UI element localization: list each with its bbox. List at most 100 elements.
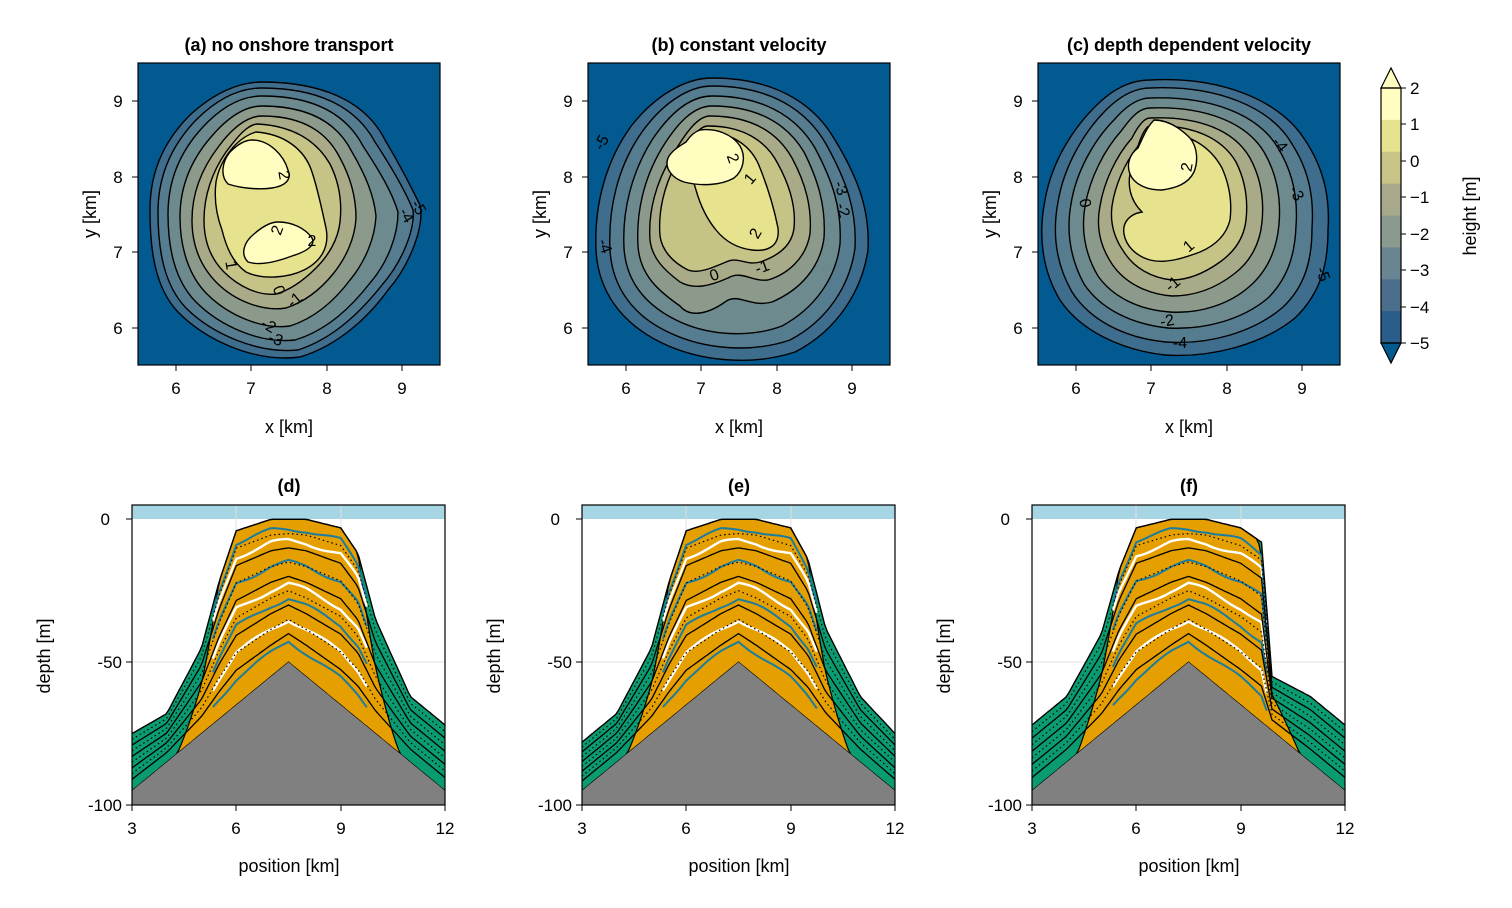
layer-boundary bbox=[1032, 604, 1345, 765]
panel-d-section bbox=[132, 505, 445, 805]
panel-d-streaks bbox=[211, 527, 368, 708]
contour-level-p2 bbox=[666, 128, 745, 186]
colorbar-band bbox=[1381, 247, 1401, 280]
colorbar-tick-label: −4 bbox=[1410, 298, 1429, 317]
colorbar-tick-label: −2 bbox=[1410, 225, 1429, 244]
panel-a-xtick-label: 7 bbox=[246, 379, 255, 398]
sediment-streak bbox=[1111, 598, 1268, 675]
panel-a-xtick-label: 6 bbox=[171, 379, 180, 398]
colorbar-band bbox=[1381, 151, 1401, 185]
layer-boundary bbox=[1032, 547, 1345, 739]
panel-d-xtick-label: 6 bbox=[231, 819, 240, 838]
panel-f-x-axis: 3 6 9 12 position [km] bbox=[1027, 805, 1354, 876]
sediment-streak bbox=[1111, 527, 1268, 619]
panel-f-xtick-label: 3 bbox=[1027, 819, 1036, 838]
panel-b-y-axis: 6 7 8 9 y [km] bbox=[530, 92, 588, 338]
panel-b-x-axis: 6 7 8 9 x [km] bbox=[621, 365, 857, 437]
layer-boundary-dotted bbox=[132, 590, 445, 763]
sediment-streak bbox=[211, 558, 368, 640]
panel-f: (f) 3 6 9 12 position [km] 0 -50 -100 bbox=[934, 476, 1354, 876]
panel-b-title: (b) constant velocity bbox=[651, 35, 826, 55]
panel-c-ytick-label: 8 bbox=[1013, 168, 1022, 187]
panel-b-contour-label: -4 bbox=[594, 237, 615, 256]
panel-e-ytick-label: -50 bbox=[547, 653, 572, 672]
layer-boundary bbox=[132, 632, 445, 780]
colorbar-band bbox=[1381, 279, 1401, 312]
panel-a-xtick-label: 9 bbox=[397, 379, 406, 398]
panel-c-xtick-label: 6 bbox=[1071, 379, 1080, 398]
panel-d-xtick-label: 9 bbox=[336, 819, 345, 838]
sediment-streak bbox=[662, 640, 818, 709]
panel-c-xtick-label: 9 bbox=[1297, 379, 1306, 398]
surface-line bbox=[132, 518, 445, 735]
colorbar-band bbox=[1381, 88, 1401, 121]
panel-a-map: 2 2 2 1 0 -1 -2 -3 -4 -5 bbox=[138, 63, 440, 365]
panel-b: (b) constant velocity 2 1 2 0 -1 -2 -3 -… bbox=[530, 35, 891, 437]
layer-boundary bbox=[582, 547, 895, 753]
layer-boundary bbox=[582, 575, 895, 763]
contour-level-p2a bbox=[222, 139, 290, 190]
surface-line bbox=[582, 518, 895, 743]
panel-d: (d) 3 6 9 12 position [km] 0 -50 -100 bbox=[34, 476, 454, 876]
contour-level-p2b bbox=[243, 221, 314, 265]
colorbar-ticks: 2 1 0 −1 −2 −3 −4 −5 bbox=[1401, 79, 1429, 353]
panel-d-title: (d) bbox=[278, 476, 301, 496]
colorbar-tick-label: 1 bbox=[1410, 115, 1419, 134]
panel-f-ytick-label: -50 bbox=[997, 653, 1022, 672]
layer-boundary bbox=[132, 604, 445, 769]
sediment-streak bbox=[661, 598, 818, 673]
panel-f-frame bbox=[1031, 504, 1346, 806]
panel-a-contour-label: 2 bbox=[308, 233, 317, 250]
panel-c-frame bbox=[1037, 62, 1341, 366]
panel-b-xlabel: x [km] bbox=[715, 417, 763, 437]
panel-f-ylabel: depth [m] bbox=[934, 618, 954, 693]
panel-c-xlabel: x [km] bbox=[1165, 417, 1213, 437]
panel-b-ytick-label: 8 bbox=[563, 168, 572, 187]
layer-boundary bbox=[1032, 575, 1345, 752]
panel-b-frame bbox=[587, 62, 891, 366]
panel-d-water bbox=[132, 505, 445, 519]
panel-b-contour-label: -3 bbox=[830, 179, 851, 198]
panel-c-y-axis: 6 7 8 9 y [km] bbox=[980, 92, 1038, 338]
colorbar-label: height [m] bbox=[1460, 176, 1480, 255]
panel-e-layers bbox=[582, 518, 895, 782]
panel-b-xtick-label: 7 bbox=[696, 379, 705, 398]
panel-f-streaks bbox=[1111, 527, 1268, 712]
panel-c-contour-label: 0 bbox=[1075, 197, 1093, 209]
panel-e-frame bbox=[581, 504, 896, 806]
sediment-streak bbox=[661, 581, 818, 659]
panel-d-ytick-label: -50 bbox=[97, 653, 122, 672]
sediment-streak bbox=[212, 640, 368, 708]
sediment-streak bbox=[1111, 558, 1268, 643]
panel-b-xtick-label: 6 bbox=[621, 379, 630, 398]
colorbar-band bbox=[1381, 215, 1401, 248]
panel-d-basement bbox=[132, 662, 445, 805]
layer-boundary bbox=[582, 604, 895, 772]
panel-e-xtick-label: 9 bbox=[786, 819, 795, 838]
colorbar-tick-label: −5 bbox=[1410, 334, 1429, 353]
colorbar: 2 1 0 −1 −2 −3 −4 −5 height [m] bbox=[1380, 66, 1480, 365]
sediment-streak bbox=[1112, 640, 1268, 712]
panel-a-ytick-label: 9 bbox=[113, 92, 122, 111]
panel-a-contour-label: 2 bbox=[274, 169, 292, 181]
panel-f-layers bbox=[1032, 518, 1345, 779]
panel-e-y-axis: 0 -50 -100 depth [m] bbox=[484, 510, 582, 815]
panel-e-water bbox=[582, 505, 895, 519]
layer-boundary bbox=[132, 547, 445, 746]
panel-d-y-axis: 0 -50 -100 depth [m] bbox=[34, 510, 132, 815]
layer-boundary bbox=[1032, 632, 1345, 779]
panel-a-contour-label: 1 bbox=[221, 259, 239, 271]
panel-d-xtick-label: 12 bbox=[436, 819, 455, 838]
panel-c-map: 2 0 1 -1 -2 -3 -4 -5 -4 bbox=[1038, 63, 1340, 365]
layer-boundary-dotted bbox=[1032, 561, 1345, 746]
sediment-streak bbox=[661, 537, 818, 622]
layer-boundary-dotted bbox=[582, 532, 895, 748]
panel-e-xlabel: position [km] bbox=[688, 856, 789, 876]
panel-a-contour-label: -3 bbox=[266, 329, 285, 350]
panel-c-ylabel: y [km] bbox=[980, 190, 1000, 238]
panel-a-ytick-label: 6 bbox=[113, 319, 122, 338]
panel-a-x-axis: 6 7 8 9 x [km] bbox=[171, 365, 407, 437]
sediment-streak bbox=[1111, 537, 1268, 627]
panel-e-x-axis: 3 6 9 12 position [km] bbox=[577, 805, 904, 876]
panel-f-xtick-label: 9 bbox=[1236, 819, 1245, 838]
